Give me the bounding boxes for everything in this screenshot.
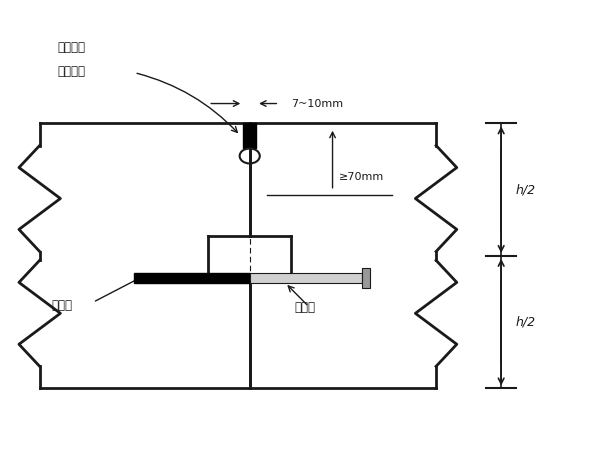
Text: h/2: h/2: [516, 315, 536, 328]
Bar: [362, 268, 370, 288]
Text: ≥70mm: ≥70mm: [338, 172, 384, 183]
Bar: [243, 123, 256, 148]
Text: 灌填缝料: 灌填缝料: [58, 40, 85, 54]
Text: 涂沥青: 涂沥青: [52, 299, 73, 312]
Text: 背衬垫条: 背衬垫条: [58, 65, 85, 78]
Text: 7~10mm: 7~10mm: [291, 99, 343, 108]
Text: h/2: h/2: [516, 183, 536, 196]
Bar: [134, 273, 250, 283]
Text: 传力杆: 传力杆: [294, 301, 315, 314]
Bar: [250, 273, 362, 283]
